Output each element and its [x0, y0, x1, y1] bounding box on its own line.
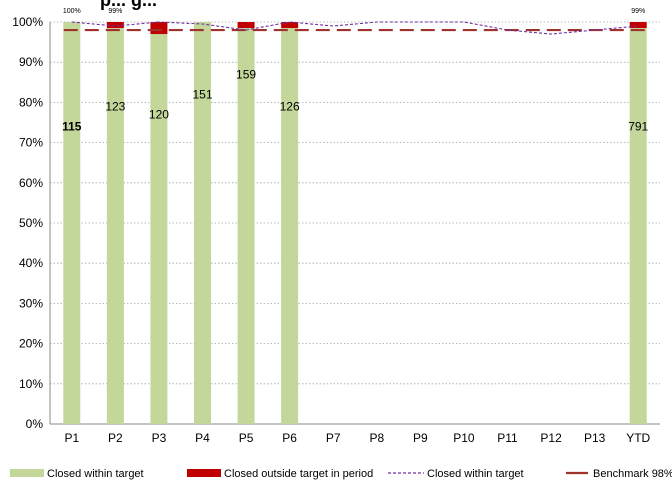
bar-outside-target: [237, 22, 255, 29]
count-label: 120: [149, 107, 169, 121]
legend-swatch: [187, 469, 221, 477]
count-label: 791: [628, 120, 648, 134]
bar-within-target: [150, 34, 168, 425]
count-label: 126: [280, 99, 300, 113]
x-tick-label: P6: [282, 431, 297, 445]
legend-label: Closed within target: [47, 468, 144, 480]
bar-outside-target: [281, 22, 299, 29]
bar-within-target: [237, 28, 255, 425]
bar-outside-target: [150, 22, 168, 35]
y-tick-label: 0%: [26, 417, 44, 431]
percent-label: 99%: [108, 8, 122, 15]
y-tick-label: 60%: [19, 176, 43, 190]
legend-label: Closed outside target in period: [224, 468, 373, 480]
bar-within-target: [106, 28, 124, 425]
x-tick-label: P2: [108, 431, 123, 445]
legend-swatch: [10, 469, 44, 477]
bar-within-target: [194, 22, 211, 424]
bar-within-target: [63, 22, 81, 424]
x-tick-label: P9: [413, 431, 428, 445]
x-tick-label: P13: [584, 431, 606, 445]
count-label: 159: [236, 67, 256, 81]
legend-label: Closed within target: [427, 468, 524, 480]
y-tick-label: 50%: [19, 216, 43, 230]
count-label: 123: [105, 99, 125, 113]
chart-title-fragment: p... g...: [100, 0, 157, 10]
y-tick-label: 40%: [19, 256, 43, 270]
y-tick-label: 80%: [19, 95, 43, 109]
bar-outside-target: [629, 22, 647, 29]
bar-within-target: [629, 28, 647, 425]
x-tick-label: P10: [453, 431, 475, 445]
count-label: 151: [192, 87, 212, 101]
legend-label: Benchmark 98%: [593, 468, 672, 480]
x-tick-label: P11: [497, 431, 518, 445]
x-tick-label: P1: [64, 431, 79, 445]
x-tick-label: P8: [369, 431, 384, 445]
y-tick-label: 10%: [19, 377, 43, 391]
bar-within-target: [281, 28, 299, 425]
y-tick-label: 70%: [19, 136, 43, 150]
count-label: 115: [62, 120, 82, 134]
y-tick-label: 100%: [12, 15, 43, 29]
x-tick-label: P5: [239, 431, 254, 445]
within-target-line: [71, 21, 639, 35]
y-tick-label: 30%: [19, 296, 43, 310]
percent-label: 100%: [63, 8, 81, 15]
x-tick-label: P7: [326, 431, 341, 445]
x-tick-label: P4: [195, 431, 210, 445]
x-tick-label: P3: [152, 431, 167, 445]
percent-label: 99%: [631, 8, 645, 15]
y-tick-label: 90%: [19, 55, 43, 69]
y-tick-label: 20%: [19, 337, 43, 351]
x-tick-label: YTD: [626, 431, 650, 445]
bar-outside-target: [106, 22, 124, 29]
x-tick-label: P12: [540, 431, 562, 445]
